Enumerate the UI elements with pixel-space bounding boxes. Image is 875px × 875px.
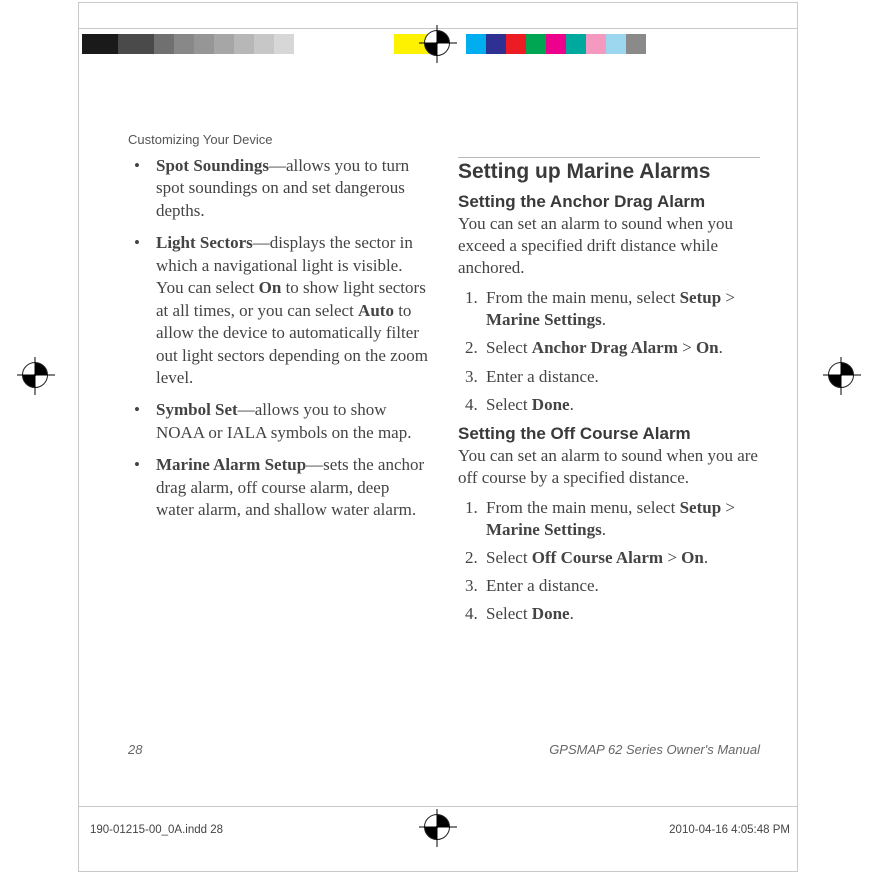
bullet-term: Spot Soundings [156,156,269,175]
step-term: Anchor Drag Alarm [532,338,678,357]
page-number: 28 [128,742,142,757]
color-swatch [214,34,234,54]
step-item: Select Done. [482,394,760,416]
step-list: From the main menu, select Setup > Marin… [458,287,760,415]
color-swatch [466,34,486,54]
step-item: Select Off Course Alarm > On. [482,547,760,569]
registration-mark-icon [828,362,854,388]
step-term: Marine Settings [486,520,602,539]
bullet-term: Symbol Set [156,400,238,419]
step-term: Done [532,395,570,414]
color-swatch [194,34,214,54]
registration-mark-icon [424,30,450,56]
registration-mark-icon [22,362,48,388]
step-item: From the main menu, select Setup > Marin… [482,497,760,541]
color-swatch [82,34,118,54]
inline-bold: On [259,278,282,297]
subsection-intro: You can set an alarm to sound when you a… [458,445,760,489]
page-footer: 28 GPSMAP 62 Series Owner's Manual [128,742,760,757]
subsection-heading: Setting the Anchor Drag Alarm [458,192,760,212]
right-column: Setting up Marine Alarms Setting the Anc… [458,153,760,631]
color-swatch [154,34,174,54]
color-swatch [606,34,626,54]
step-item: Select Anchor Drag Alarm > On. [482,337,760,359]
color-swatch [506,34,526,54]
page-content: Customizing Your Device Spot Soundings—a… [128,132,760,631]
subsection-heading: Setting the Off Course Alarm [458,424,760,444]
step-item: Enter a distance. [482,575,760,597]
slugline-row: 190-01215-00_0A.indd 28 2010-04-16 4:05:… [90,824,790,836]
color-swatch [254,34,274,54]
top-ruler-line [78,28,798,29]
left-column: Spot Soundings—allows you to turn spot s… [128,153,430,631]
color-swatch [234,34,254,54]
color-swatch [486,34,506,54]
slugline-divider [78,806,798,807]
bullet-term: Light Sectors [156,233,253,252]
step-item: Select Done. [482,603,760,625]
bullet-item: Marine Alarm Setup—sets the anchor drag … [128,454,430,521]
section-heading: Setting up Marine Alarms [458,160,760,184]
swatch-gap [314,34,394,54]
bullet-term: Marine Alarm Setup [156,455,306,474]
divider-line [458,157,760,158]
step-term: Marine Settings [486,310,602,329]
color-swatch [274,34,294,54]
subsection-intro: You can set an alarm to sound when you e… [458,213,760,279]
bullet-item: Light Sectors—displays the sector in whi… [128,232,430,389]
manual-title: GPSMAP 62 Series Owner's Manual [549,742,760,757]
color-swatch [294,34,314,54]
step-term: Done [532,604,570,623]
section-header-label: Customizing Your Device [128,132,760,147]
slugline-file: 190-01215-00_0A.indd 28 [90,824,223,836]
step-term: Setup [680,498,722,517]
step-list: From the main menu, select Setup > Marin… [458,497,760,625]
step-term: On [681,548,704,567]
step-item: Enter a distance. [482,366,760,388]
step-item: From the main menu, select Setup > Marin… [482,287,760,331]
step-term: On [696,338,719,357]
step-term: Off Course Alarm [532,548,663,567]
color-swatch [118,34,154,54]
step-term: Setup [680,288,722,307]
slugline-timestamp: 2010-04-16 4:05:48 PM [669,824,790,836]
color-swatch [526,34,546,54]
bullet-item: Symbol Set—allows you to show NOAA or IA… [128,399,430,444]
color-swatch [566,34,586,54]
color-swatch [546,34,566,54]
color-swatch [174,34,194,54]
inline-bold: Auto [358,301,394,320]
color-swatch [626,34,646,54]
bullet-list: Spot Soundings—allows you to turn spot s… [128,155,430,522]
color-swatch [586,34,606,54]
bullet-item: Spot Soundings—allows you to turn spot s… [128,155,430,222]
